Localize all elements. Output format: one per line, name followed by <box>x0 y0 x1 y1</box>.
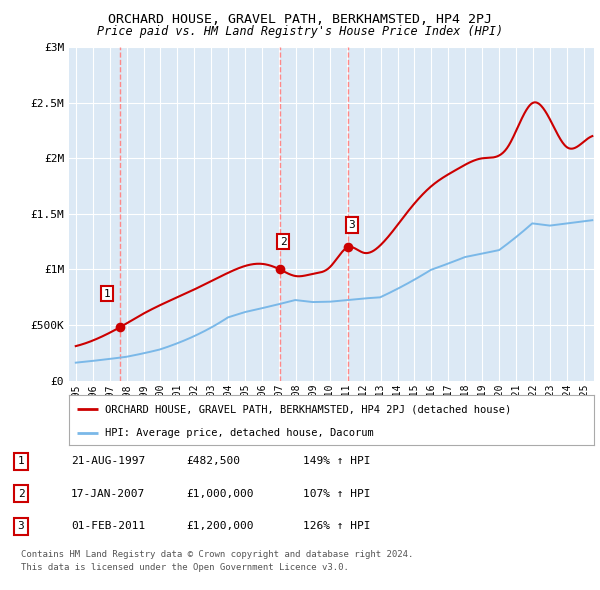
Text: £482,500: £482,500 <box>186 457 240 466</box>
Text: HPI: Average price, detached house, Dacorum: HPI: Average price, detached house, Daco… <box>105 428 373 438</box>
Text: This data is licensed under the Open Government Licence v3.0.: This data is licensed under the Open Gov… <box>21 563 349 572</box>
Text: ORCHARD HOUSE, GRAVEL PATH, BERKHAMSTED, HP4 2PJ: ORCHARD HOUSE, GRAVEL PATH, BERKHAMSTED,… <box>108 13 492 26</box>
Text: 2: 2 <box>17 489 25 499</box>
Text: Contains HM Land Registry data © Crown copyright and database right 2024.: Contains HM Land Registry data © Crown c… <box>21 550 413 559</box>
Text: 3: 3 <box>348 220 355 230</box>
Text: £1,200,000: £1,200,000 <box>186 522 254 531</box>
Text: 17-JAN-2007: 17-JAN-2007 <box>71 489 145 499</box>
Text: 126% ↑ HPI: 126% ↑ HPI <box>303 522 371 531</box>
Text: 01-FEB-2011: 01-FEB-2011 <box>71 522 145 531</box>
Text: 2: 2 <box>280 237 287 247</box>
Text: 21-AUG-1997: 21-AUG-1997 <box>71 457 145 466</box>
Text: 1: 1 <box>104 289 110 299</box>
Text: £1,000,000: £1,000,000 <box>186 489 254 499</box>
Text: ORCHARD HOUSE, GRAVEL PATH, BERKHAMSTED, HP4 2PJ (detached house): ORCHARD HOUSE, GRAVEL PATH, BERKHAMSTED,… <box>105 404 511 414</box>
Text: 149% ↑ HPI: 149% ↑ HPI <box>303 457 371 466</box>
Text: 107% ↑ HPI: 107% ↑ HPI <box>303 489 371 499</box>
Text: 3: 3 <box>17 522 25 531</box>
Text: Price paid vs. HM Land Registry's House Price Index (HPI): Price paid vs. HM Land Registry's House … <box>97 25 503 38</box>
Text: 1: 1 <box>17 457 25 466</box>
